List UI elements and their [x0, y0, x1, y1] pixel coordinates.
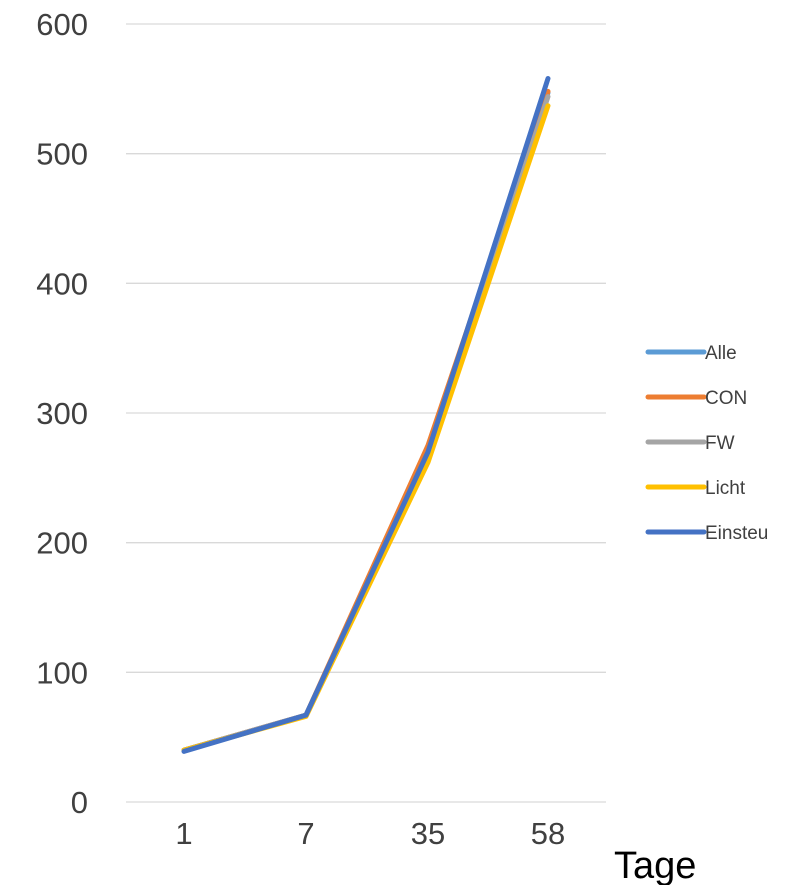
- y-tick-label: 500: [36, 137, 88, 172]
- y-tick-label: 300: [36, 396, 88, 431]
- legend-item-licht: Licht: [645, 478, 746, 499]
- legend-label: Alle: [705, 343, 737, 364]
- series-line-con: [181, 88, 551, 753]
- legend-label: Einsteu: [705, 523, 768, 544]
- y-tick-label: 600: [36, 7, 88, 42]
- legend-label: CON: [705, 388, 747, 409]
- y-axis-tick-labels: 0 100 200 300 400 500 600: [36, 7, 88, 820]
- series-line-fw: [181, 94, 551, 753]
- x-axis-tick-labels: 1 7 35 58: [175, 816, 565, 851]
- legend-item-einsteu: Einsteu: [645, 523, 768, 544]
- legend-item-fw: FW: [645, 433, 735, 454]
- x-axis-label: Tage: [614, 845, 696, 885]
- legend-label: FW: [705, 433, 735, 454]
- legend: Alle CON FW Licht Einsteu: [645, 343, 768, 544]
- series-line-einsteu: [181, 76, 551, 754]
- y-tick-label: 200: [36, 526, 88, 561]
- x-tick-label: 7: [297, 816, 314, 851]
- series-line-licht: [181, 103, 551, 753]
- y-tick-label: 0: [71, 785, 88, 820]
- legend-item-alle: Alle: [645, 343, 737, 364]
- legend-item-con: CON: [645, 388, 747, 409]
- series-line-alle: [181, 90, 551, 753]
- x-tick-label: 1: [175, 816, 192, 851]
- y-tick-label: 100: [36, 655, 88, 690]
- gridlines: [126, 23, 606, 803]
- x-tick-label: 35: [411, 816, 445, 851]
- legend-label: Licht: [705, 478, 746, 499]
- x-tick-label: 58: [531, 816, 565, 851]
- y-tick-label: 400: [36, 266, 88, 301]
- series-lines: [181, 76, 551, 754]
